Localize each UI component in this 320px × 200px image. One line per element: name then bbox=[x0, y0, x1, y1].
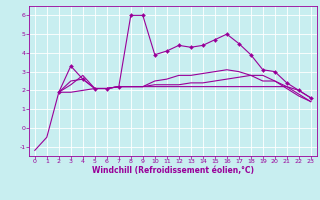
X-axis label: Windchill (Refroidissement éolien,°C): Windchill (Refroidissement éolien,°C) bbox=[92, 166, 254, 175]
